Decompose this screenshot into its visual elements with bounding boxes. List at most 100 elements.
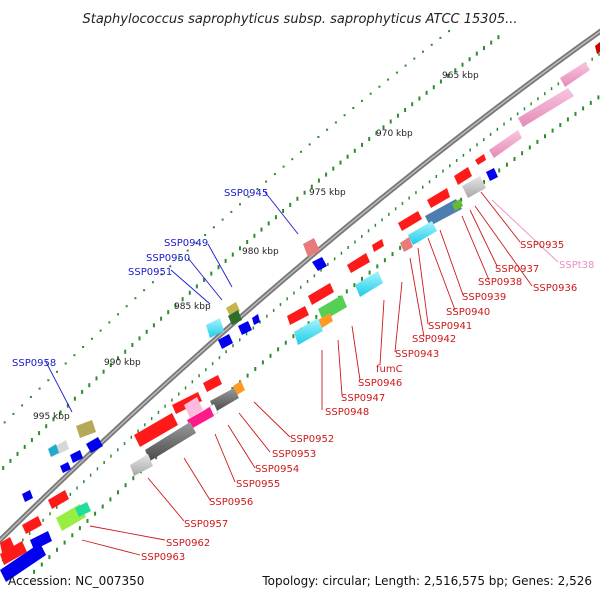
gene-label[interactable]: fumC [376,364,403,375]
gene-label[interactable]: SSP0955 [236,479,280,490]
gc-dot [174,303,177,308]
gene-block [210,388,239,412]
gene-arrow [238,321,252,335]
gc-dot [339,160,342,165]
gc-dot [528,145,531,150]
gene-label[interactable]: SSP0948 [325,407,369,418]
gene-label[interactable]: SSP0950 [146,253,190,264]
gene-label[interactable]: SSP0953 [272,449,316,460]
gene-label[interactable]: SSP0941 [428,321,472,332]
gc-dot [76,486,78,490]
gc-dot [536,139,539,144]
gene-arrow [398,211,422,231]
gene-label[interactable]: SSP0957 [184,519,228,530]
gene-block [452,199,463,211]
gc-dot [497,35,500,40]
gene-label[interactable]: SSP0954 [255,464,299,475]
gene-arrow [475,154,486,165]
gene-label[interactable]: SSP0949 [164,238,208,249]
gene-arrow [427,188,450,208]
gc-dot [284,340,287,345]
gene-block [56,440,69,454]
accession-text: Accession: NC_007350 [8,574,144,588]
gc-dot [56,505,58,509]
gene-label[interactable]: SSP0951 [128,267,172,278]
gc-dot [333,257,336,261]
gc-dot [252,326,255,330]
gene-arrow [30,531,52,550]
gc-dot [42,518,44,522]
gene-block [595,42,600,54]
gene-label[interactable]: SSP0942 [412,334,456,345]
gc-dot [422,185,424,189]
gene-block [130,454,153,476]
gc-dot [462,153,465,157]
gc-dot [123,442,126,445]
tick-970: 970 kbp [376,129,413,139]
gc-dot [381,218,383,222]
gc-dot [376,264,379,269]
gc-dot [102,369,105,374]
gc-dot [69,492,72,496]
gc-dot [574,111,577,116]
gc-dot [81,389,84,394]
gene-label[interactable]: SSP0962 [166,538,210,549]
gene-label[interactable]: SSP0946 [358,378,402,389]
gc-dot [447,73,450,78]
gc-dot [109,363,112,367]
gene-label[interactable]: SSP0935 [520,240,564,251]
gene-label[interactable]: SSP0940 [446,307,490,318]
gene-label[interactable]: SSP0943 [395,349,439,360]
gc-dot [22,538,24,542]
gc-dot [317,178,320,183]
gene-label[interactable]: SSPt38 [559,260,594,271]
gc-dot [232,344,234,348]
gc-dot [59,410,62,415]
gene-label[interactable]: SSP0936 [533,283,577,294]
gc-dot [131,343,134,347]
gc-dot [404,108,407,112]
gc-dot [117,490,119,495]
gc-dot [167,310,170,315]
gene-block [233,381,245,395]
gene-block [462,176,486,198]
gene-label[interactable]: SSP0956 [209,497,253,508]
gc-dot [23,444,26,449]
gene-label[interactable]: SSP0952 [290,434,334,445]
gc-dot [505,162,508,167]
gc-dot [394,207,397,211]
gc-dot [503,122,505,126]
gc-dot [217,265,220,270]
gc-dot [71,533,74,538]
gc-dot [460,197,463,202]
gene-arrow [486,168,498,181]
gc-dot [396,113,399,118]
gc-dot [86,518,89,523]
gc-dot [38,387,41,390]
gc-dot [73,354,76,357]
gene-label[interactable]: SSP0945 [224,188,268,199]
gc-dot [169,265,172,268]
gc-dot [30,438,33,442]
gc-dot [388,212,390,216]
gene-label[interactable]: SSP0938 [478,277,522,288]
gc-dot [132,476,135,481]
gene-label[interactable]: SSP0963 [141,552,185,563]
gc-dot [109,497,112,502]
gc-dot [537,97,539,101]
gc-dot [160,316,163,321]
gc-dot [184,386,187,390]
gc-dot [178,257,180,260]
gc-dot [137,429,139,433]
gc-dot [455,159,458,162]
gene-label[interactable]: SSP0947 [341,393,385,404]
gc-dot [225,350,227,354]
gc-dot [483,46,485,51]
tick-985: 985 kbp [174,302,211,312]
gc-dot [2,466,5,470]
gene-label[interactable]: SSP0958 [12,358,56,369]
gene-arrow [172,392,202,414]
gene-label[interactable]: SSP0939 [462,292,506,303]
gc-dot [47,379,50,382]
gene-label[interactable]: SSP0937 [495,264,539,275]
